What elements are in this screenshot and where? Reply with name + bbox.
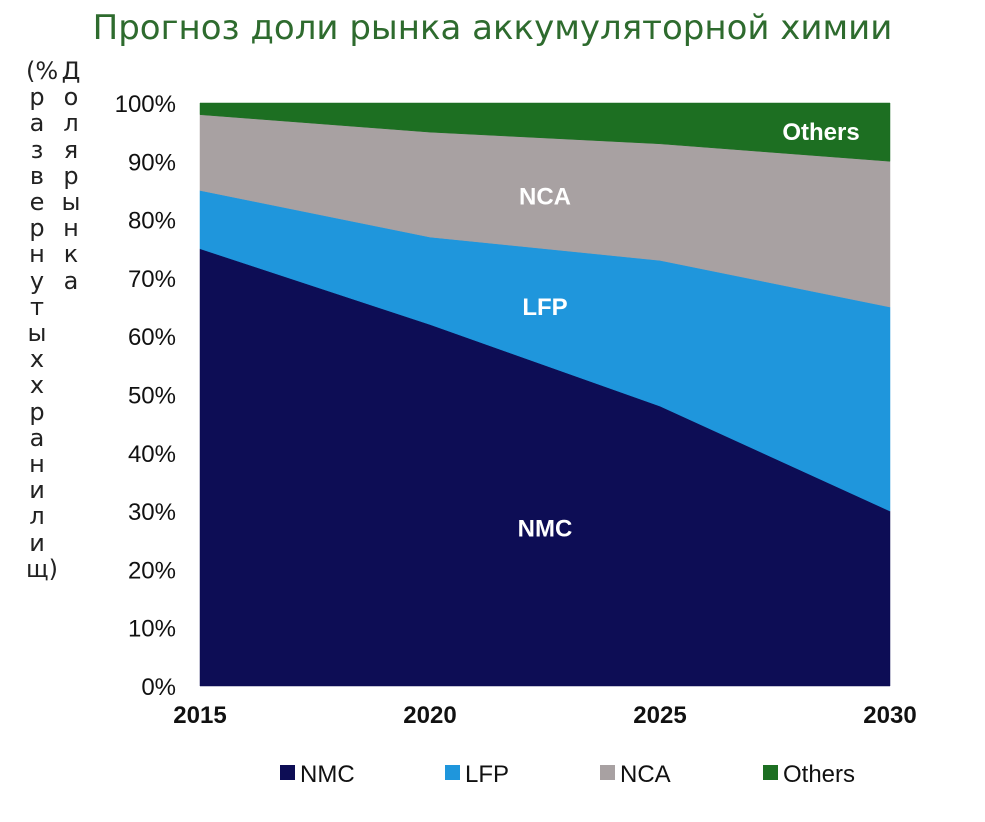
legend-swatch — [763, 765, 778, 780]
y-tick-label: 60% — [128, 324, 176, 351]
y-tick-label: 30% — [128, 499, 176, 526]
x-tick-label: 2030 — [863, 702, 916, 729]
chart-title: Прогноз доли рынка аккумуляторной химии — [92, 8, 893, 48]
y-axis-ticks: 0% 10% 20% 30% 40% 50% 60% 70% 80% 90% 100% — [115, 91, 176, 701]
area-labels: NMC LFP NCA Others — [518, 119, 860, 542]
legend: NMC LFP NCA Others — [280, 761, 855, 788]
y-tick-label: 10% — [128, 616, 176, 643]
y-tick-label: 40% — [128, 441, 176, 468]
legend-label: NCA — [620, 761, 671, 788]
x-tick-label: 2025 — [633, 702, 686, 729]
x-axis-ticks: 2015 2020 2025 2030 — [173, 702, 916, 729]
area-label-nca: NCA — [519, 183, 571, 210]
y-tick-label: 100% — [115, 91, 176, 118]
y-tick-label: 90% — [128, 149, 176, 176]
legend-item-others: Others — [763, 761, 855, 788]
legend-swatch — [445, 765, 460, 780]
area-label-others: Others — [782, 119, 859, 146]
area-others — [199, 102, 891, 162]
legend-item-nmc: NMC — [280, 761, 355, 788]
x-tick-label: 2020 — [403, 702, 456, 729]
legend-swatch — [280, 765, 295, 780]
y-tick-label: 20% — [128, 557, 176, 584]
legend-item-lfp: LFP — [445, 761, 509, 788]
chart-areas — [199, 102, 891, 687]
legend-label: LFP — [465, 761, 509, 788]
x-tick-label: 2015 — [173, 702, 226, 729]
y-tick-label: 80% — [128, 208, 176, 235]
y-tick-label: 0% — [141, 674, 176, 701]
area-label-lfp: LFP — [522, 294, 567, 321]
y-tick-label: 50% — [128, 383, 176, 410]
y-tick-label: 70% — [128, 266, 176, 293]
legend-label: NMC — [300, 761, 355, 788]
legend-item-nca: NCA — [600, 761, 671, 788]
legend-swatch — [600, 765, 615, 780]
area-label-nmc: NMC — [518, 516, 573, 543]
legend-label: Others — [783, 761, 855, 788]
y-axis-label-inner: Долярынка — [61, 57, 81, 295]
